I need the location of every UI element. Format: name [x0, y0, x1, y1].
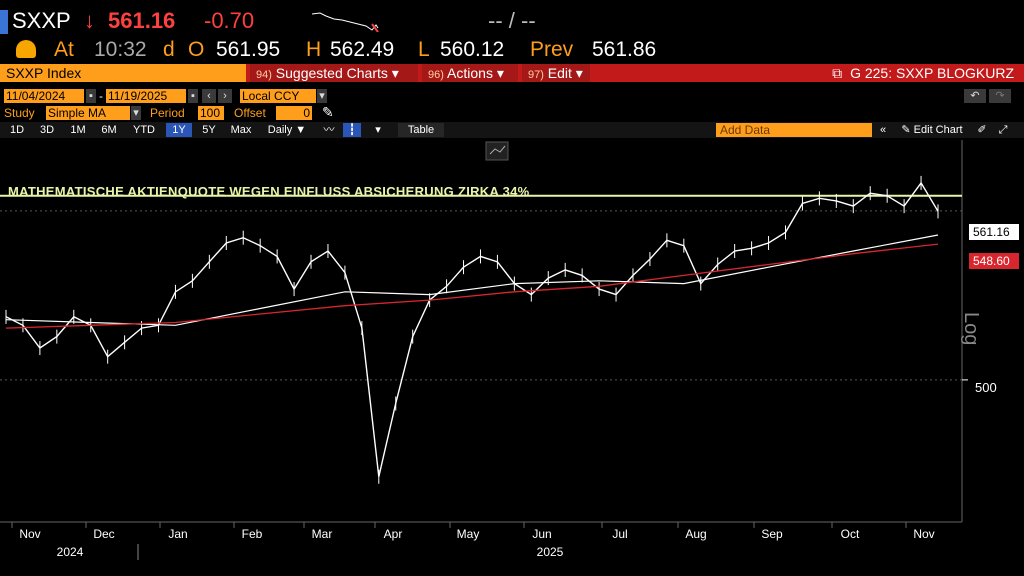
- security-input[interactable]: SXXP Index: [0, 64, 246, 82]
- suggested-label: Suggested Charts ▾: [275, 65, 399, 81]
- bid-ask: -- / --: [488, 8, 536, 33]
- x-tick-label: Dec: [93, 527, 114, 541]
- end-date-field[interactable]: 11/19/2025: [106, 89, 186, 103]
- last-price: 561.16: [108, 8, 176, 33]
- end-calendar-icon[interactable]: ▪: [188, 89, 198, 103]
- year-label: 2025: [537, 545, 564, 559]
- sma-price-tag: 548.60: [969, 253, 1019, 269]
- period-field[interactable]: 100: [198, 106, 224, 120]
- sma100-line: [5, 234, 939, 326]
- edit-label: Edit ▾: [547, 65, 583, 81]
- x-tick-label: May: [457, 527, 480, 541]
- currency-dropdown-icon[interactable]: ▾: [317, 89, 327, 103]
- actions-label: Actions ▾: [447, 65, 504, 81]
- log-scale-label: Log: [960, 312, 982, 346]
- sma200-line: [5, 243, 939, 329]
- open-value: 561.95: [216, 38, 281, 61]
- year-label: 2024: [57, 545, 84, 559]
- x-tick-label: Mar: [312, 527, 333, 541]
- quote-header: SXXP ↓ 561.16 -0.70 -- / --: [0, 8, 1024, 36]
- annotate-icon[interactable]: ✐: [977, 124, 987, 136]
- study-label: Study: [4, 106, 35, 120]
- y-tick-label: 500: [975, 380, 997, 395]
- external-link-icon[interactable]: ⧉: [832, 65, 843, 81]
- actions-num: 96): [428, 69, 444, 81]
- period-button-6m[interactable]: 6M: [101, 124, 117, 136]
- chart-title-label: G 225: SXXP BLOGKURZ: [850, 65, 1014, 81]
- expand-icon[interactable]: ⤢: [998, 124, 1008, 136]
- prev-range-icon[interactable]: ‹: [202, 89, 216, 103]
- x-tick-label: Jun: [532, 527, 551, 541]
- start-calendar-icon[interactable]: ▪: [86, 89, 96, 103]
- chart-menu-icon: [485, 141, 509, 161]
- add-data-input[interactable]: Add Data: [716, 123, 872, 137]
- actions-menu[interactable]: 96) Actions ▾: [422, 64, 518, 82]
- gauge-icon: [16, 40, 36, 58]
- suggested-charts-menu[interactable]: 94) Suggested Charts ▾: [250, 64, 418, 82]
- x-tick-label: Aug: [685, 527, 706, 541]
- edit-num: 97): [528, 69, 544, 81]
- line-chart-icon[interactable]: 〰: [323, 124, 335, 136]
- period-button-1d[interactable]: 1D: [9, 124, 25, 136]
- suggested-num: 94): [256, 69, 272, 81]
- next-range-icon[interactable]: ›: [218, 89, 232, 103]
- range-dash: -: [99, 89, 103, 103]
- edit-chart-label: Edit Chart: [913, 124, 963, 136]
- frequency-select[interactable]: Daily ▼: [267, 124, 307, 136]
- study-select[interactable]: Simple MA: [46, 106, 130, 120]
- quote-details: At 10:32 d O 561.95 H 562.49 L 560.12 Pr…: [0, 38, 1024, 64]
- high-value: 562.49: [330, 38, 395, 61]
- price-line: [5, 181, 939, 477]
- collapse-icon[interactable]: «: [879, 124, 887, 136]
- at-label: At: [54, 38, 74, 61]
- x-tick-label: Feb: [242, 527, 263, 541]
- period-button-1m[interactable]: 1M: [70, 124, 86, 136]
- period-label: Period: [150, 106, 185, 120]
- start-date-field[interactable]: 11/04/2024: [4, 89, 84, 103]
- open-label: O: [188, 38, 205, 61]
- period-button-5y[interactable]: 5Y: [202, 124, 216, 136]
- chart-annotation: MATHEMATISCHE AKTIENQUOTE WEGEN EINFLUSS…: [8, 184, 530, 199]
- edit-chart-button[interactable]: ✎ Edit Chart: [896, 123, 968, 137]
- sparkline-icon: [312, 12, 379, 32]
- chart-title[interactable]: ⧉ G 225: SXXP BLOGKURZ: [832, 64, 1014, 82]
- x-tick-label: Sep: [761, 527, 783, 541]
- period-button-max[interactable]: Max: [230, 124, 252, 136]
- currency-select[interactable]: Local CCY: [240, 89, 316, 103]
- bar-chart-icon[interactable]: ┇: [343, 123, 361, 137]
- period-button-ytd[interactable]: YTD: [133, 124, 155, 136]
- d-label: d: [163, 38, 175, 61]
- edit-menu[interactable]: 97) Edit ▾: [522, 64, 590, 82]
- ticker-symbol[interactable]: SXXP: [12, 8, 71, 33]
- chart-menu-glyph: [489, 145, 506, 155]
- x-tick-label: Oct: [841, 527, 860, 541]
- ticker-accent: [0, 10, 8, 34]
- offset-field[interactable]: 0: [276, 106, 312, 120]
- high-label: H: [306, 38, 322, 61]
- table-button[interactable]: Table: [398, 123, 444, 137]
- undo-icon[interactable]: ↶: [964, 89, 986, 103]
- x-tick-label: Apr: [384, 527, 403, 541]
- x-tick-label: Nov: [19, 527, 40, 541]
- edit-pencil-icon: ✎: [901, 124, 914, 136]
- prev-value: 561.86: [592, 38, 657, 61]
- period-button-3d[interactable]: 3D: [39, 124, 55, 136]
- x-tick-label: Jul: [612, 527, 627, 541]
- low-value: 560.12: [440, 38, 505, 61]
- chart-type-dropdown-icon[interactable]: ▾: [375, 124, 381, 136]
- offset-label: Offset: [234, 106, 266, 120]
- price-chart[interactable]: Nov Dec Jan Feb Mar Apr May Jun Jul Aug Sep Oct Nov 2…: [0, 140, 1024, 576]
- low-label: L: [418, 38, 430, 61]
- period-button-1y[interactable]: 1Y: [166, 123, 192, 137]
- down-arrow-icon: ↓: [84, 8, 95, 33]
- prev-label: Prev: [530, 38, 574, 61]
- pencil-icon[interactable]: ✎: [322, 104, 334, 120]
- quote-time: 10:32: [94, 38, 147, 61]
- redo-icon[interactable]: ↷: [989, 89, 1011, 103]
- study-dropdown-icon[interactable]: ▾: [131, 106, 141, 120]
- net-change: -0.70: [204, 8, 255, 33]
- x-tick-label: Nov: [913, 527, 934, 541]
- last-price-tag: 561.16: [969, 224, 1019, 240]
- x-tick-label: Jan: [168, 527, 187, 541]
